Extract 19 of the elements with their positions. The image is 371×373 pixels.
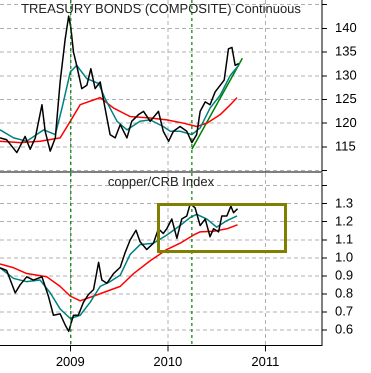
y-tick-label: 0.8 [335, 286, 354, 301]
y-tick-label: 0.7 [335, 304, 354, 319]
y-tick-label: 115 [335, 138, 356, 154]
y-tick-label: 0.6 [335, 322, 354, 337]
y-tick-label: 125 [335, 91, 357, 106]
x-tick-label: 2010 [153, 354, 182, 369]
y-tick-label: 120 [335, 114, 357, 130]
chart-title: copper/CRB Index [108, 174, 215, 190]
y-tick-label: 1.3 [335, 195, 354, 210]
x-tick-label: 2009 [56, 354, 85, 369]
y-tick-label: 1.1 [335, 231, 354, 246]
y-tick-label: 130 [335, 67, 357, 82]
y-tick-label: 1.0 [335, 249, 354, 264]
y-tick-label: 135 [335, 44, 357, 59]
y-tick-label: 0.9 [335, 267, 354, 282]
x-tick-label: 2011 [251, 354, 280, 369]
y-tick-label: 1.2 [335, 213, 354, 228]
y-tick-label: 140 [335, 20, 357, 36]
chart-title: TREASURY BONDS (COMPOSITE) Continuous [21, 1, 302, 16]
